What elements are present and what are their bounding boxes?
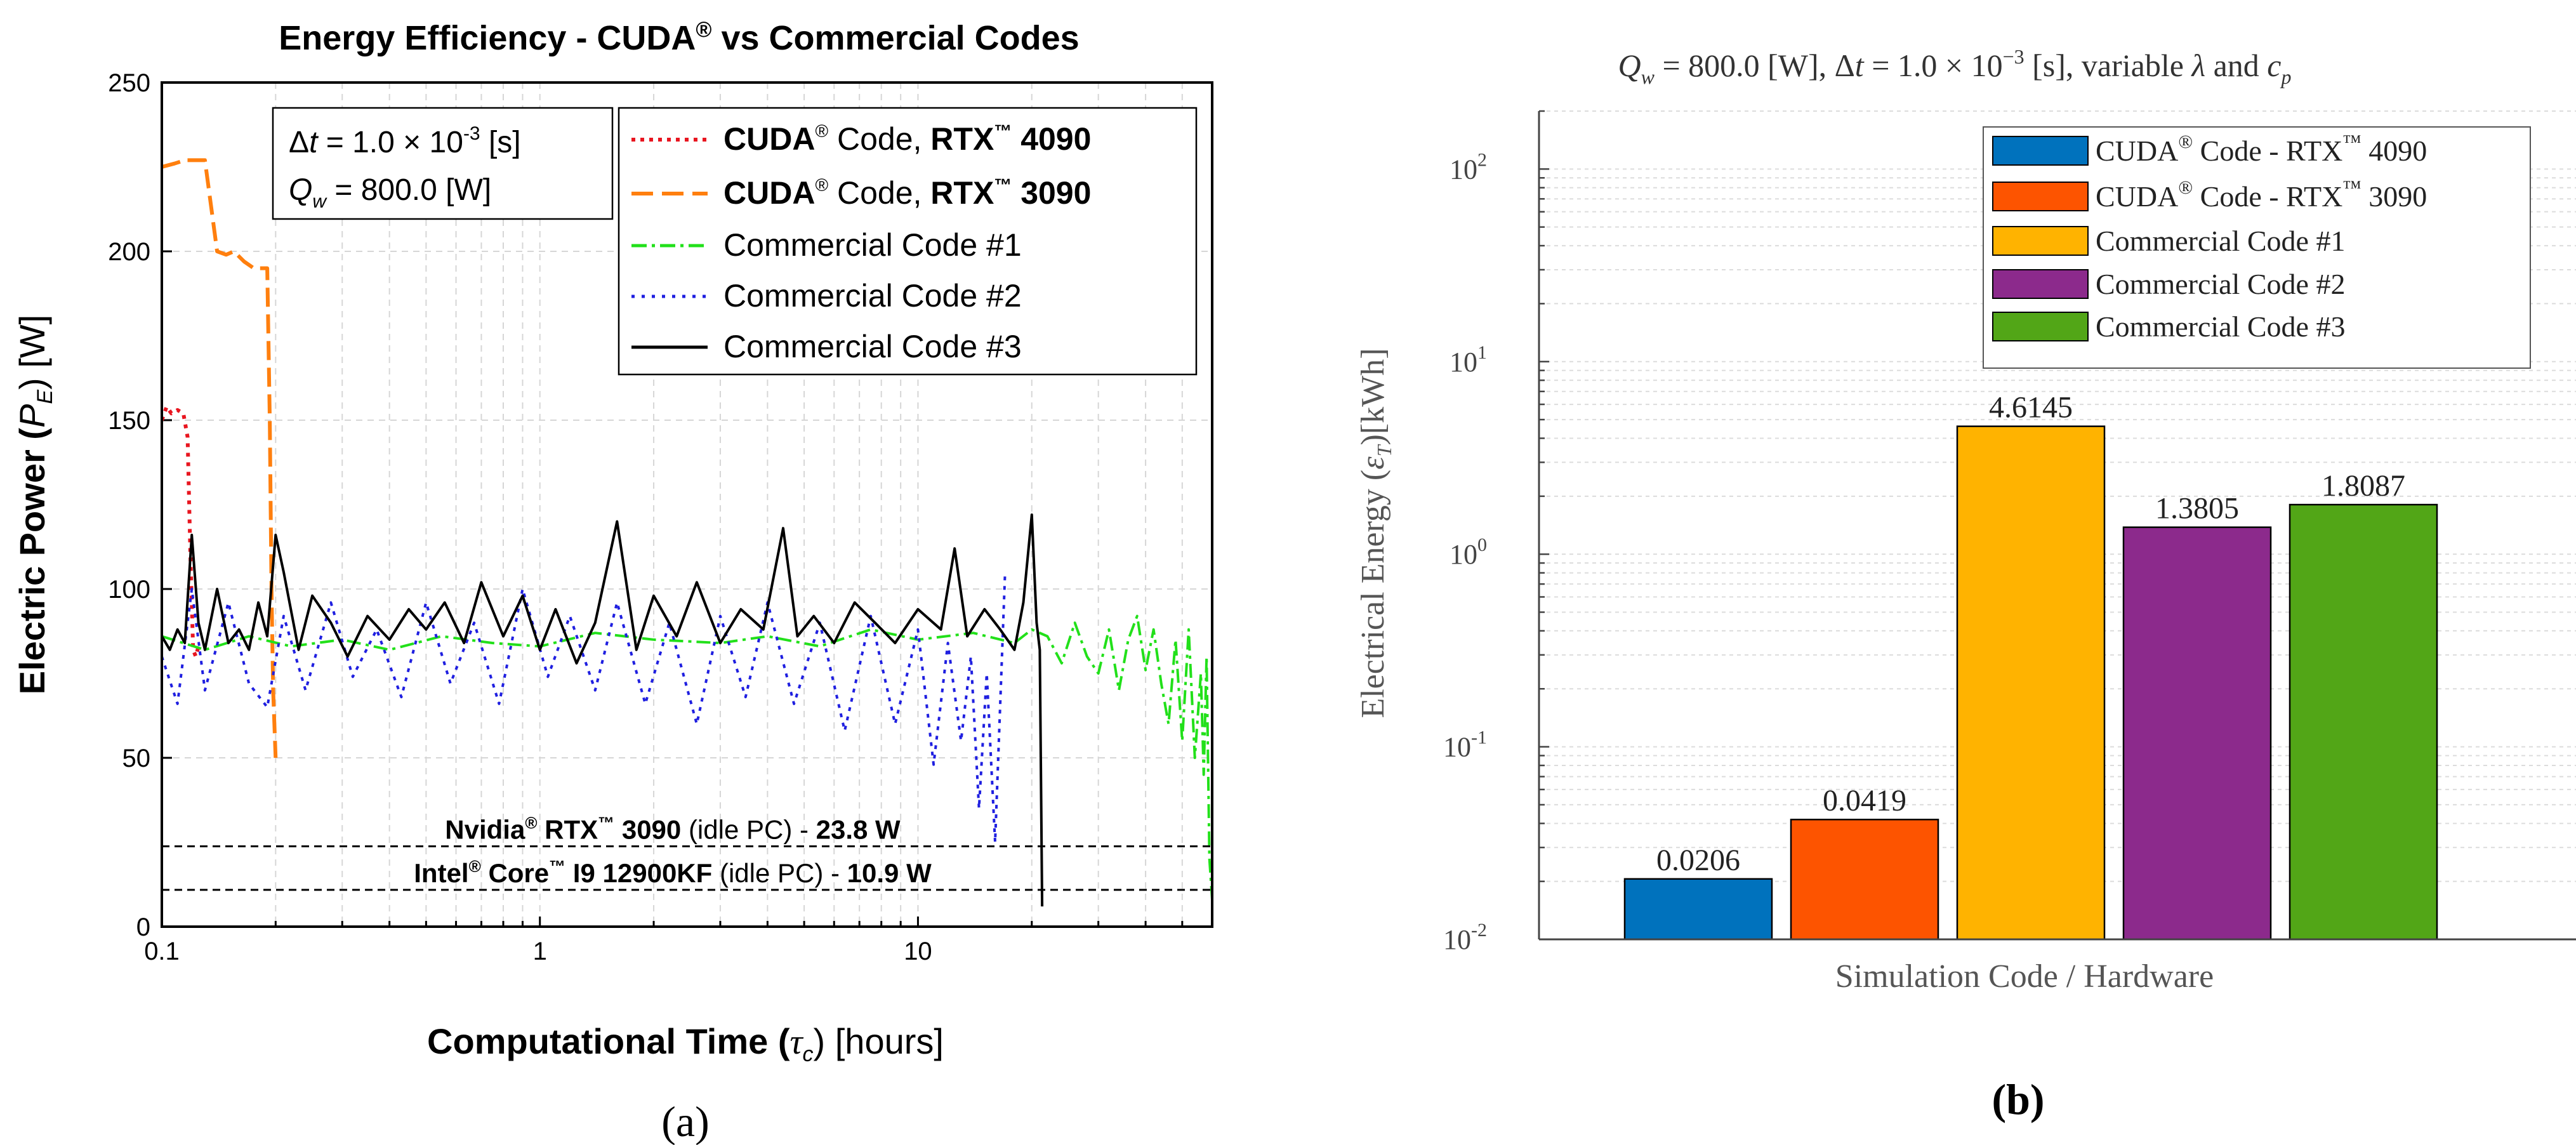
y-tick-label: 50: [122, 745, 151, 772]
reference-label-rtx3090-idle: Nvidia® RTX™ 3090 (idle PC) - 23.8 W: [445, 813, 901, 844]
panel-a-series-group: [162, 158, 1212, 907]
panel-b-tick-labels: 10-2 10-1 100 101 102: [1443, 149, 1487, 955]
series-line-3: [162, 614, 1212, 900]
bar-4: [2122, 526, 2272, 941]
bar-1: [1623, 878, 1773, 941]
legend-swatch-commercial-3-bar: [1992, 312, 2089, 341]
bar-3: [1956, 425, 2106, 941]
panel-a-axes-frame: [161, 81, 1213, 928]
panel-b-y-axis-label: Electrical Energy (εT)[kWh]: [1355, 348, 1396, 718]
series-line-1: [162, 404, 201, 659]
legend-label-commercial-2-bar: Commercial Code #2: [2096, 268, 2345, 300]
panel-b-legend: CUDA® Code - RTX™ 4090 CUDA® Code - RTX™…: [1983, 126, 2531, 369]
legend-label-commercial-1-bar: Commercial Code #1: [2096, 225, 2345, 257]
legend-label-cuda-4090-bar: CUDA® Code - RTX™ 4090: [2096, 131, 2427, 167]
y-tick-label: 150: [108, 407, 150, 435]
x-tick-label: 0.1: [144, 937, 180, 965]
y-tick-label: 100: [1450, 534, 1487, 570]
panel-a-line-chart: Energy Efficiency - CUDA® vs Commercial …: [12, 18, 1213, 1145]
bar-5: [2289, 503, 2438, 941]
x-tick-label: 1: [533, 937, 547, 965]
panel-b-value-labels: 0.0206 0.0419 4.6145 1.3805 1.8087: [1656, 391, 2405, 877]
legend-swatch-commercial-2-bar: [1992, 269, 2089, 299]
legend-label-commercial-3: Commercial Code #3: [723, 329, 1022, 364]
bar-value-label: 1.8087: [2322, 469, 2405, 503]
legend-swatch-cuda-3090-bar: [1992, 182, 2089, 211]
panel-b-label: (b): [1991, 1075, 2044, 1123]
bar-value-label: 0.0419: [1823, 784, 1906, 817]
legend-label-cuda-4090: CUDA® Code, RTX™ 4090: [723, 121, 1091, 157]
panel-b-title: Qw = 800.0 [W], Δt = 1.0 × 10−3 [s], var…: [1618, 45, 2291, 88]
panel-b-bar-chart: Qw = 800.0 [W], Δt = 1.0 × 10−3 [s], var…: [1355, 45, 2576, 1123]
y-tick-label: 101: [1450, 342, 1487, 378]
panel-a-x-axis-label: Computational Time (τc) [hours]: [427, 1021, 944, 1066]
legend-label-commercial-1: Commercial Code #1: [723, 227, 1022, 263]
panel-a-legend: CUDA® Code, RTX™ 4090 CUDA® Code, RTX™ 3…: [618, 107, 1198, 376]
y-tick-label: 250: [108, 69, 150, 97]
panel-a-title: Energy Efficiency - CUDA® vs Commercial …: [279, 18, 1079, 57]
series-line-2: [162, 158, 278, 758]
panel-a-y-axis-label: Electric Power (PE) [W]: [12, 315, 57, 694]
y-tick-label: 0: [136, 913, 150, 941]
panel-a-tick-labels: 0 50 100 150 200 250 0.1 1 10: [108, 69, 932, 965]
y-tick-label: 10-2: [1443, 920, 1487, 955]
annotation-heat-input: Qw = 800.0 [W]: [289, 173, 491, 212]
bar-value-label: 0.0206: [1656, 844, 1740, 877]
bar-2: [1790, 818, 1939, 941]
reference-label-i9-idle: Intel® Core™ I9 12900KF (idle PC) - 10.9…: [414, 857, 932, 888]
bar-value-label: 4.6145: [1989, 391, 2073, 425]
y-tick-label: 200: [108, 238, 150, 266]
panel-b-bars-group: [1623, 425, 2438, 941]
y-tick-label: 102: [1450, 149, 1487, 185]
legend-label-cuda-3090: CUDA® Code, RTX™ 3090: [723, 175, 1091, 211]
annotation-timestep: Δt = 1.0 × 10-3 [s]: [289, 123, 521, 159]
legend-label-cuda-3090-bar: CUDA® Code - RTX™ 3090: [2096, 177, 2427, 213]
legend-label-commercial-2: Commercial Code #2: [723, 278, 1022, 314]
y-tick-label: 10-1: [1443, 727, 1487, 763]
x-tick-label: 10: [904, 937, 932, 965]
legend-swatch-cuda-4090-bar: [1992, 136, 2089, 166]
legend-swatch-commercial-1-bar: [1992, 226, 2089, 256]
bar-value-label: 1.3805: [2155, 492, 2239, 526]
panel-a-annotation-box: Δt = 1.0 × 10-3 [s] Qw = 800.0 [W]: [272, 107, 614, 220]
panel-b-x-axis-label: Simulation Code / Hardware: [1835, 958, 2214, 995]
y-tick-label: 100: [108, 576, 150, 604]
series-line-5: [162, 513, 1044, 907]
legend-label-commercial-3-bar: Commercial Code #3: [2096, 310, 2345, 343]
panel-a-label: (a): [661, 1097, 709, 1145]
